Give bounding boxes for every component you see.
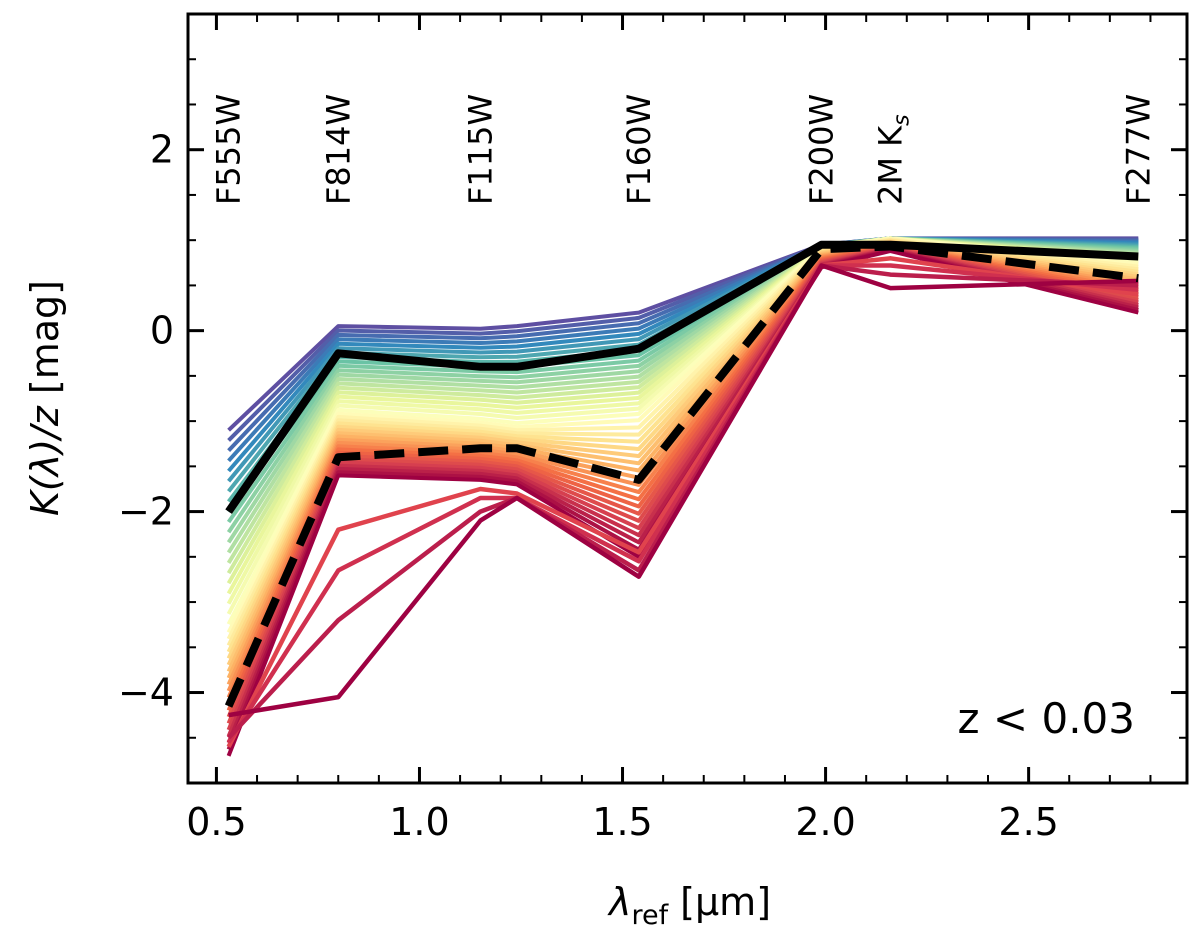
filter-label: F115W xyxy=(461,94,499,205)
x-tick-label: 2.0 xyxy=(795,800,855,844)
plot-frame xyxy=(186,12,1189,785)
filter-label: F277W xyxy=(1119,94,1157,205)
y-axis-quantity: K(λ)/z xyxy=(23,405,67,516)
x-tick-label: 0.5 xyxy=(186,800,246,844)
x-tick-labels: 0.5 1.0 1.5 2.0 2.5 xyxy=(186,800,1059,844)
y-tick-labels: −4 −2 0 2 xyxy=(118,128,174,715)
filter-label: F160W xyxy=(620,94,658,205)
filter-label: 2M Ks xyxy=(872,114,915,205)
y-tick-label: 2 xyxy=(150,128,174,172)
low-red-template-lines xyxy=(226,256,1139,748)
red-line-1 xyxy=(226,256,1139,748)
filter-label: F200W xyxy=(803,94,841,205)
y-axis-unit: [mag] xyxy=(23,280,67,406)
y-tick-label: −4 xyxy=(118,671,174,715)
y-axis-label: K(λ)/z [mag] xyxy=(23,280,67,516)
median-lines xyxy=(224,240,1139,708)
x-tick-label: 1.0 xyxy=(389,800,449,844)
red-line-3 xyxy=(226,263,1139,740)
y-tick-label: 0 xyxy=(150,309,174,353)
x-tick-label: 2.5 xyxy=(998,800,1058,844)
x-axis-subscript: ref xyxy=(631,900,669,931)
red-line-4 xyxy=(228,263,1139,718)
y-tick-label: −2 xyxy=(118,490,174,534)
filter-labels: F555W F814W F115W F160W F200W 2M Ks F277W xyxy=(210,94,1158,205)
red-line-2 xyxy=(226,263,1139,744)
axis-ticks xyxy=(188,14,1187,784)
filter-label: F814W xyxy=(319,94,357,205)
x-tick-label: 1.5 xyxy=(592,800,652,844)
filter-label: F555W xyxy=(210,94,248,205)
x-axis-unit: [μm] xyxy=(668,880,771,924)
x-axis-symbol: λ xyxy=(607,880,632,924)
redshift-annotation: z < 0.03 xyxy=(958,694,1135,743)
x-axis-label: λref [μm] xyxy=(607,880,771,931)
dashed-black-line xyxy=(224,242,1139,708)
